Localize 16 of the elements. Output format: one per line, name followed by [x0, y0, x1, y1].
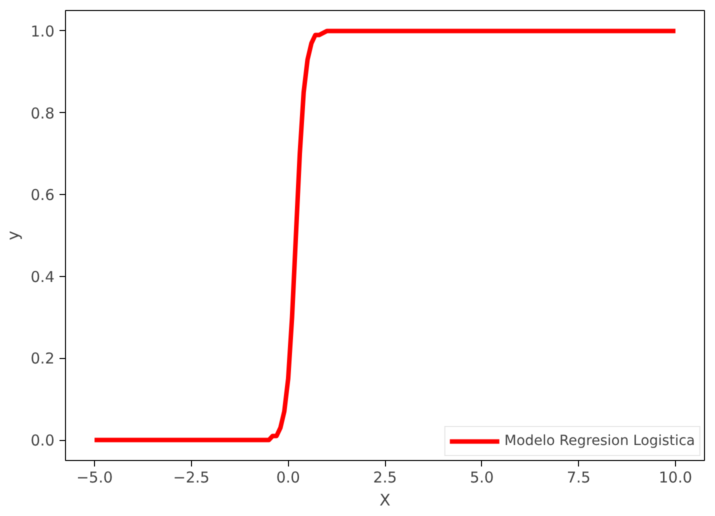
- y-tick-label: 0.2: [30, 350, 55, 368]
- x-tick-label: −5.0: [76, 468, 113, 486]
- x-tick-label: 10.0: [658, 468, 692, 486]
- y-tick-label: 1.0: [30, 22, 55, 40]
- x-tick-label: 5.0: [470, 468, 494, 486]
- x-tick-label: −2.5: [173, 468, 210, 486]
- x-tick-label: 0.0: [276, 468, 300, 486]
- x-tick-label: 2.5: [373, 468, 397, 486]
- y-tick-label: 0.4: [30, 268, 55, 286]
- y-axis-title: y: [4, 230, 23, 240]
- legend-label: Modelo Regresion Logistica: [504, 433, 695, 449]
- x-tick-label: 7.5: [566, 468, 591, 486]
- y-tick-label: 0.8: [30, 104, 55, 122]
- x-axis-title: X: [380, 490, 391, 510]
- y-tick-label: 0.0: [30, 432, 55, 450]
- y-tick-label: 0.6: [30, 186, 55, 204]
